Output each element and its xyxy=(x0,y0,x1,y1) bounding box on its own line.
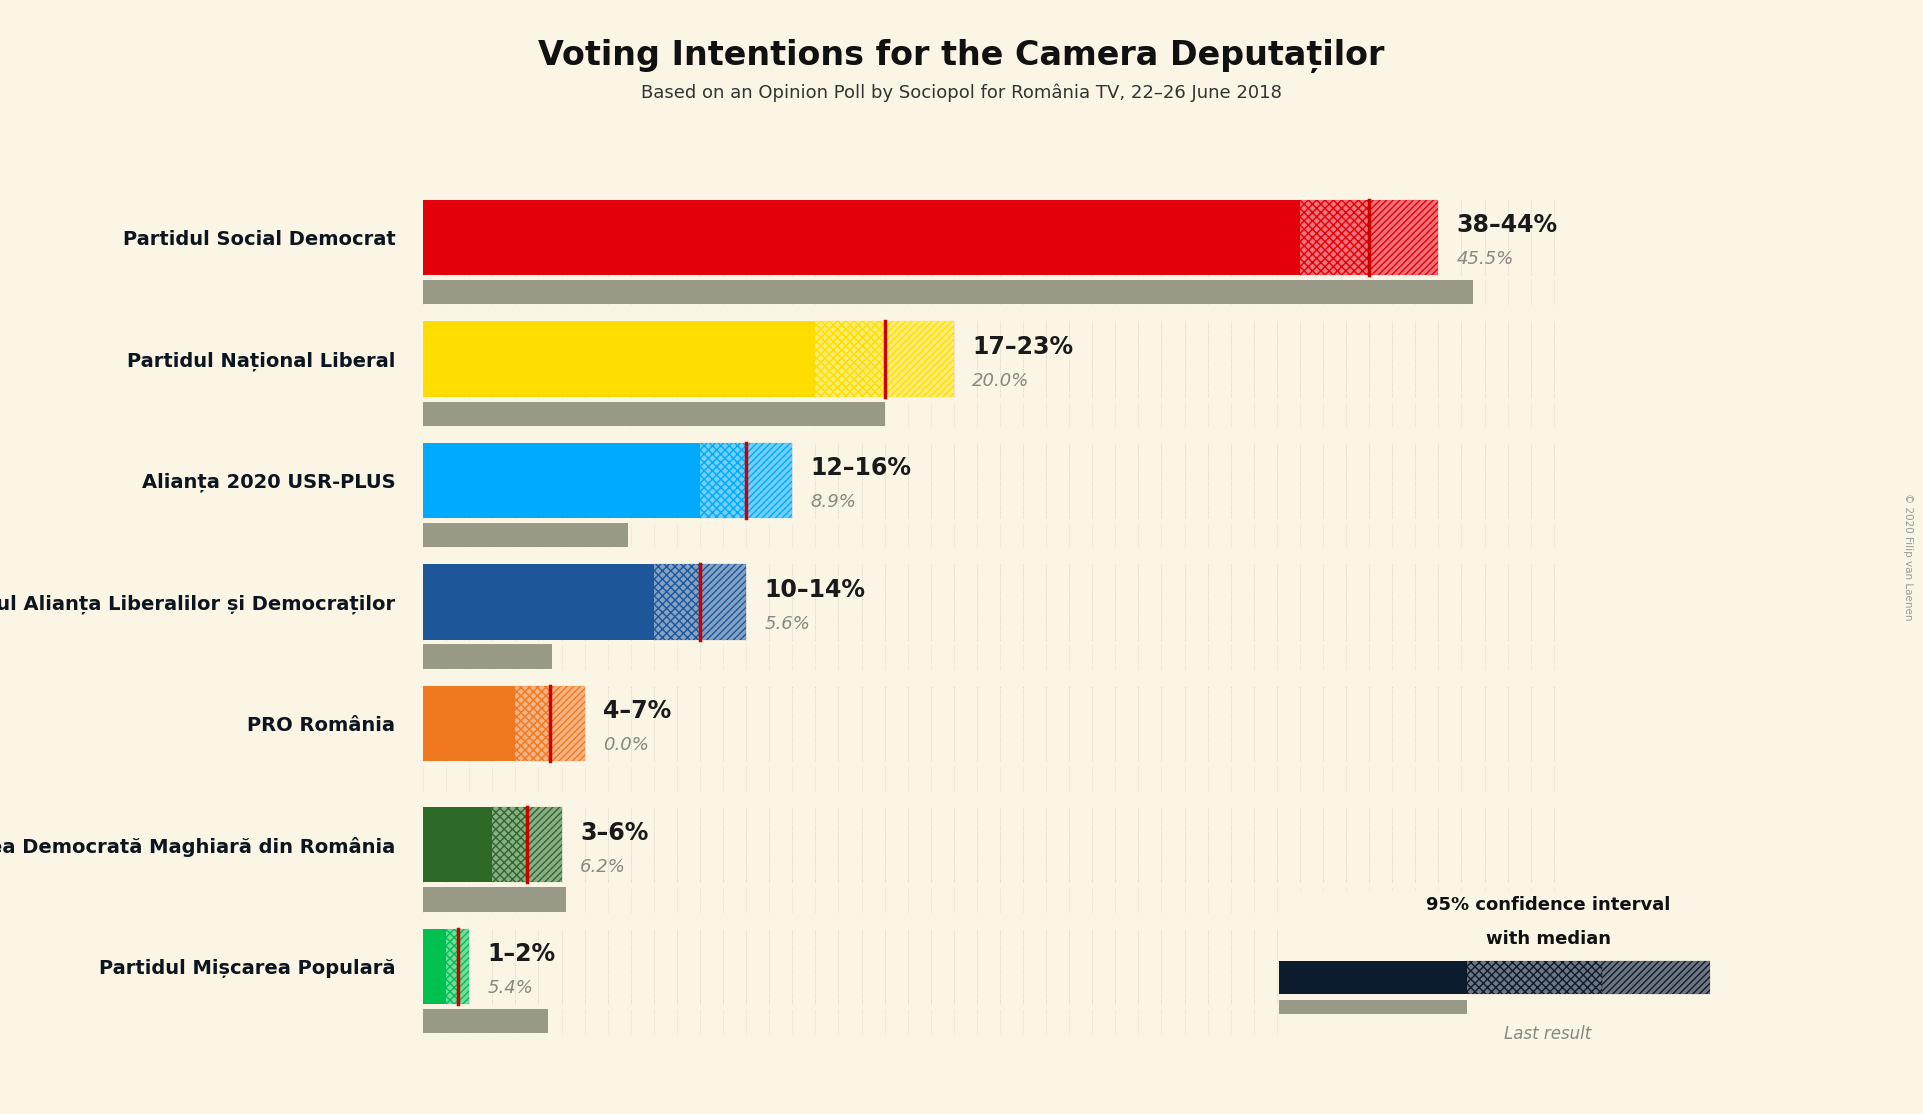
Bar xyxy=(1279,999,1467,1014)
Bar xyxy=(550,686,585,761)
Text: 38–44%: 38–44% xyxy=(1458,214,1558,237)
Bar xyxy=(1602,961,1710,994)
Bar xyxy=(527,808,562,882)
Bar xyxy=(815,322,885,397)
Bar xyxy=(746,443,792,518)
Bar xyxy=(1279,961,1467,994)
Text: 8.9%: 8.9% xyxy=(812,494,856,511)
Bar xyxy=(1467,961,1602,994)
Bar xyxy=(446,929,458,1004)
Bar xyxy=(700,443,746,518)
Text: 3–6%: 3–6% xyxy=(581,821,648,844)
Bar xyxy=(885,322,954,397)
Bar xyxy=(746,443,792,518)
Bar xyxy=(423,887,565,911)
Bar xyxy=(1369,201,1438,275)
Text: © 2020 Filip van Laenen: © 2020 Filip van Laenen xyxy=(1902,494,1913,620)
Bar xyxy=(1300,201,1369,275)
Bar xyxy=(492,808,527,882)
Bar xyxy=(654,565,700,639)
Bar xyxy=(423,443,700,518)
Bar xyxy=(550,686,585,761)
Bar xyxy=(423,280,1473,304)
Bar xyxy=(1602,961,1710,994)
Bar xyxy=(885,322,954,397)
Text: 95% confidence interval: 95% confidence interval xyxy=(1425,896,1671,913)
Text: 0.0%: 0.0% xyxy=(604,736,648,754)
Bar xyxy=(492,808,527,882)
Bar xyxy=(1300,201,1369,275)
Bar xyxy=(700,565,746,639)
Bar xyxy=(423,686,515,761)
Text: 20.0%: 20.0% xyxy=(973,372,1029,390)
Text: 4–7%: 4–7% xyxy=(604,700,671,723)
Bar xyxy=(815,322,885,397)
Bar xyxy=(515,686,550,761)
Bar xyxy=(1300,201,1369,275)
Bar xyxy=(1467,961,1602,994)
Bar xyxy=(654,565,700,639)
Bar xyxy=(746,443,792,518)
Bar xyxy=(446,929,458,1004)
Text: 45.5%: 45.5% xyxy=(1458,251,1513,268)
Bar xyxy=(1467,961,1602,994)
Bar xyxy=(458,929,469,1004)
Bar xyxy=(550,686,585,761)
Bar xyxy=(515,686,550,761)
Bar xyxy=(700,443,746,518)
Bar xyxy=(423,522,629,547)
Text: 1–2%: 1–2% xyxy=(488,942,556,966)
Bar xyxy=(1369,201,1438,275)
Bar xyxy=(492,808,527,882)
Bar xyxy=(515,686,550,761)
Bar xyxy=(654,565,700,639)
Bar xyxy=(423,929,446,1004)
Bar xyxy=(423,1008,548,1033)
Bar xyxy=(423,565,654,639)
Text: 5.6%: 5.6% xyxy=(765,615,810,633)
Text: 17–23%: 17–23% xyxy=(973,335,1073,359)
Bar xyxy=(527,808,562,882)
Bar xyxy=(885,322,954,397)
Text: with median: with median xyxy=(1485,930,1611,948)
Bar xyxy=(527,808,562,882)
Text: 10–14%: 10–14% xyxy=(765,578,865,602)
Bar xyxy=(700,443,746,518)
Text: Voting Intentions for the Camera Deputaților: Voting Intentions for the Camera Deputaț… xyxy=(538,39,1385,74)
Bar xyxy=(700,565,746,639)
Text: 5.4%: 5.4% xyxy=(488,979,533,997)
Bar xyxy=(815,322,885,397)
Bar xyxy=(446,929,458,1004)
Text: 12–16%: 12–16% xyxy=(812,457,912,480)
Text: 6.2%: 6.2% xyxy=(581,858,625,876)
Bar xyxy=(423,401,885,426)
Text: Last result: Last result xyxy=(1504,1025,1592,1043)
Bar xyxy=(1602,961,1710,994)
Text: Based on an Opinion Poll by Sociopol for România TV, 22–26 June 2018: Based on an Opinion Poll by Sociopol for… xyxy=(640,84,1283,102)
Bar xyxy=(458,929,469,1004)
Bar xyxy=(700,565,746,639)
Bar xyxy=(1369,201,1438,275)
Bar xyxy=(423,644,552,668)
Bar xyxy=(458,929,469,1004)
Bar xyxy=(423,322,815,397)
Bar xyxy=(423,808,492,882)
Bar xyxy=(423,201,1300,275)
